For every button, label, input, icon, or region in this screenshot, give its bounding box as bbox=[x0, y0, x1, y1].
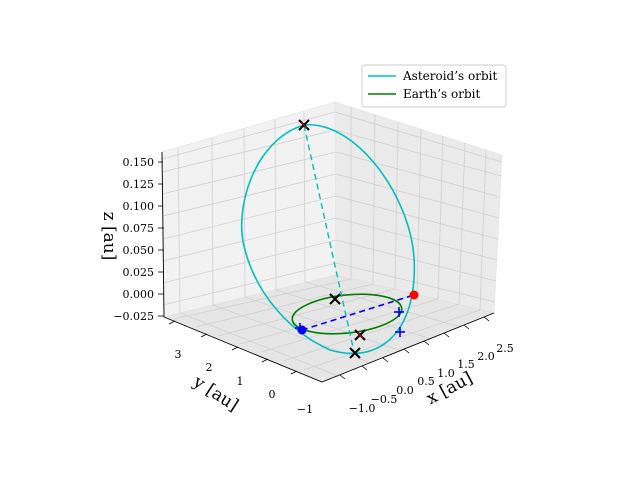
x-tick-label: 1.5 bbox=[457, 358, 475, 371]
x-tick-label: −1.0 bbox=[349, 402, 376, 415]
plus-marker bbox=[295, 323, 305, 333]
z-tick-label: 0.150 bbox=[123, 156, 155, 169]
earth-orbit-line bbox=[291, 293, 403, 335]
legend: Asteroid’s orbit Earth’s orbit bbox=[361, 64, 507, 108]
plus-markers bbox=[295, 307, 405, 337]
y-tick-label: 2 bbox=[206, 361, 213, 374]
y-axis-line bbox=[163, 316, 323, 383]
legend-label-earth: Earth’s orbit bbox=[403, 87, 480, 101]
y-tick-label: −1 bbox=[297, 403, 313, 416]
x-tick-label: 1.0 bbox=[437, 367, 455, 380]
x-axis-line bbox=[321, 312, 495, 383]
x-marker bbox=[329, 293, 341, 305]
plus-marker bbox=[395, 327, 405, 337]
z-tick-label: 0.125 bbox=[123, 178, 155, 191]
x-ticks bbox=[339, 316, 490, 380]
z-ticks bbox=[158, 161, 164, 317]
x-tick-label: 0.5 bbox=[417, 375, 435, 388]
y-tick-label: 0 bbox=[269, 388, 276, 401]
asteroid-orbit-line bbox=[240, 124, 416, 355]
z-tick-label: 0.075 bbox=[123, 222, 155, 235]
x-marker bbox=[349, 347, 361, 359]
x-tick-label: 2.0 bbox=[477, 350, 495, 363]
z-tick-label: 0.025 bbox=[123, 266, 155, 279]
y-ticks bbox=[168, 320, 298, 375]
y-tick-label: 1 bbox=[237, 375, 244, 388]
z-axis-line bbox=[161, 151, 165, 318]
y-tick-label: 3 bbox=[175, 348, 182, 361]
y-axis-label: y [au] bbox=[189, 371, 242, 415]
perihelion-point bbox=[409, 290, 419, 300]
z-tick-label: 0.050 bbox=[123, 244, 155, 257]
z-tick-label: −0.025 bbox=[113, 310, 154, 323]
x-tick-label: 2.5 bbox=[496, 342, 514, 355]
x-tick-label: 0.0 bbox=[396, 384, 414, 397]
axis-lines bbox=[161, 151, 495, 383]
z-tick-label: 0.000 bbox=[123, 288, 155, 301]
z-tick-label: 0.100 bbox=[123, 200, 155, 213]
z-axis-label: z [au] bbox=[99, 212, 119, 261]
legend-label-asteroid: Asteroid’s orbit bbox=[402, 69, 497, 83]
asteroid-dashed-line bbox=[303, 124, 355, 353]
x-tick-label: −0.5 bbox=[371, 393, 398, 406]
aphelion-point bbox=[297, 325, 307, 335]
plus-marker bbox=[394, 307, 404, 317]
legend-box bbox=[361, 64, 507, 108]
x-markers bbox=[298, 119, 366, 359]
grid-lines bbox=[161, 107, 503, 377]
